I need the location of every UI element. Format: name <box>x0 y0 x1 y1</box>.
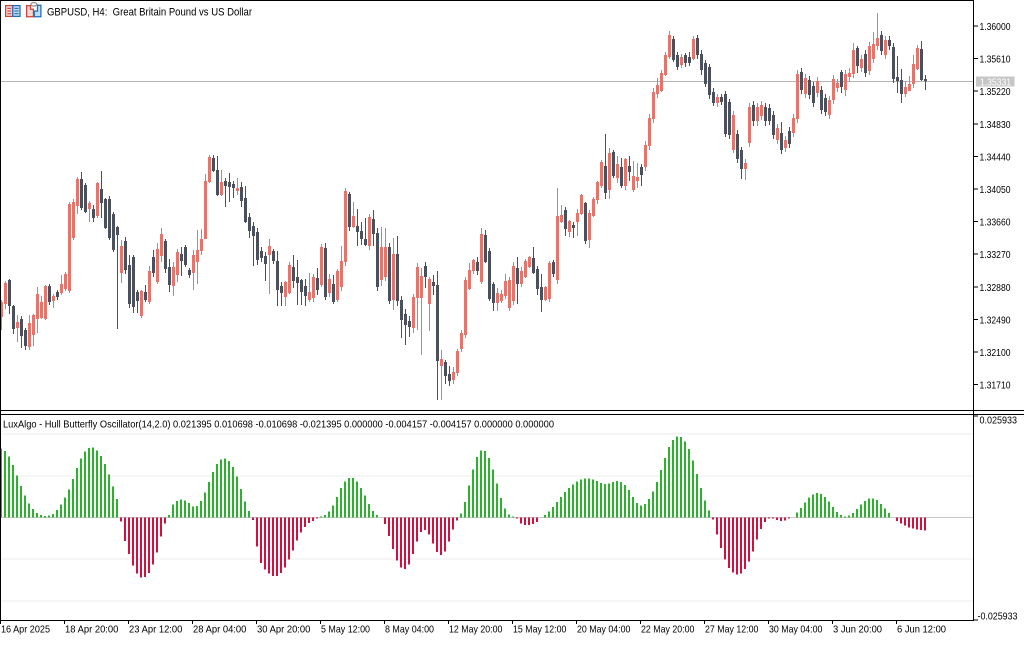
svg-text:6 Jun 12:00: 6 Jun 12:00 <box>897 624 946 636</box>
svg-text:1.32490: 1.32490 <box>980 314 1011 326</box>
svg-text:12 May 20:00: 12 May 20:00 <box>449 624 503 636</box>
svg-text:1.33660: 1.33660 <box>980 217 1011 229</box>
svg-text:18 Apr 20:00: 18 Apr 20:00 <box>65 624 119 636</box>
svg-text:20 May 04:00: 20 May 04:00 <box>577 624 631 636</box>
svg-text:1.34440: 1.34440 <box>980 151 1011 163</box>
svg-text:1.36000: 1.36000 <box>980 21 1011 33</box>
svg-text:5 May 12:00: 5 May 12:00 <box>321 624 370 636</box>
svg-text:0.025933: 0.025933 <box>980 415 1018 427</box>
svg-text:15 May 12:00: 15 May 12:00 <box>513 624 567 636</box>
svg-text:27 May 12:00: 27 May 12:00 <box>705 624 759 636</box>
svg-text:1.35331: 1.35331 <box>980 76 1011 88</box>
svg-text:30 Apr 20:00: 30 Apr 20:00 <box>257 624 311 636</box>
svg-text:23 Apr 12:00: 23 Apr 12:00 <box>129 624 183 636</box>
svg-text:1.35610: 1.35610 <box>980 54 1011 66</box>
svg-text:16 Apr 2025: 16 Apr 2025 <box>1 624 50 636</box>
svg-text:1.31710: 1.31710 <box>980 380 1011 392</box>
svg-text:22 May 20:00: 22 May 20:00 <box>641 624 695 636</box>
svg-text:3 Jun 20:00: 3 Jun 20:00 <box>833 624 882 636</box>
svg-text:1.33270: 1.33270 <box>980 249 1011 261</box>
svg-text:30 May 04:00: 30 May 04:00 <box>769 624 823 636</box>
svg-text:1.32880: 1.32880 <box>980 282 1011 294</box>
svg-text:28 Apr 04:00: 28 Apr 04:00 <box>193 624 247 636</box>
svg-text:1.34050: 1.34050 <box>980 184 1011 196</box>
svg-text:8 May 04:00: 8 May 04:00 <box>385 624 434 636</box>
svg-text:1.34830: 1.34830 <box>980 119 1011 131</box>
svg-text:1.35220: 1.35220 <box>980 86 1011 98</box>
svg-text:LuxAlgo - Hull Butterfly Oscil: LuxAlgo - Hull Butterfly Oscillator(14,2… <box>3 418 554 430</box>
svg-text:-0.025933: -0.025933 <box>978 610 1018 622</box>
svg-text:GBPUSD, H4: Great Britain Pou: GBPUSD, H4: Great Britain Pound vs US Do… <box>47 6 252 18</box>
svg-text:1.32100: 1.32100 <box>980 347 1011 359</box>
